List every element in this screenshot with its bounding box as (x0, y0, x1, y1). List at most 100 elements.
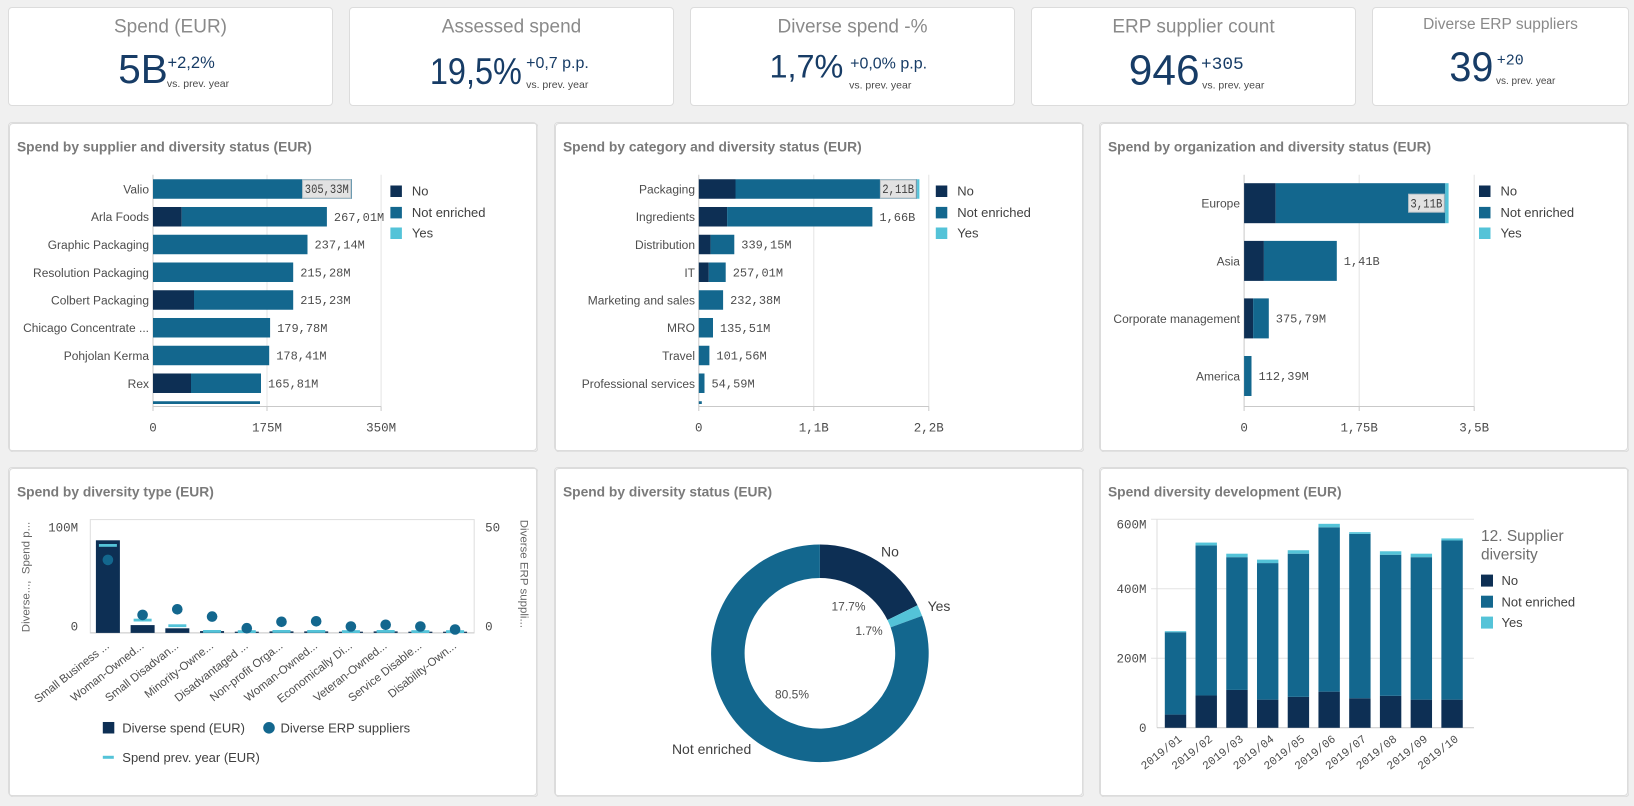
svg-text:237,14M: 237,14M (314, 239, 364, 253)
svg-text:Spend diversity development (E: Spend diversity development (EUR) (1108, 484, 1342, 499)
svg-text:Assessed spend: Assessed spend (441, 17, 580, 38)
svg-text:135,51M: 135,51M (720, 322, 770, 336)
svg-text:0: 0 (695, 422, 703, 436)
svg-text:0: 0 (485, 620, 492, 634)
svg-text:175M: 175M (252, 422, 282, 436)
svg-text:IT: IT (684, 266, 695, 280)
svg-text:Spend by diversity status (EUR: Spend by diversity status (EUR) (563, 484, 772, 499)
svg-text:50: 50 (485, 521, 500, 535)
svg-text:Distribution: Distribution (635, 238, 695, 252)
svg-text:54,59M: 54,59M (711, 378, 754, 392)
svg-text:267,01M: 267,01M (334, 211, 384, 225)
svg-text:Not enriched: Not enriched (1500, 205, 1574, 220)
svg-text:1,75B: 1,75B (1340, 422, 1378, 436)
svg-text:Diverse..., Spend p...: Diverse..., Spend p... (20, 522, 32, 632)
svg-text:Spend by supplier and diversit: Spend by supplier and diversity status (… (17, 140, 312, 155)
svg-text:vs. prev. year: vs. prev. year (1202, 79, 1265, 91)
svg-text:Diverse ERP suppliers: Diverse ERP suppliers (280, 720, 410, 735)
svg-text:2,2B: 2,2B (914, 422, 944, 436)
svg-text:No: No (1501, 573, 1518, 588)
svg-text:3,5B: 3,5B (1459, 422, 1489, 436)
svg-text:0: 0 (1240, 422, 1248, 436)
svg-text:101,56M: 101,56M (716, 350, 766, 364)
svg-text:Graphic Packaging: Graphic Packaging (48, 238, 149, 252)
svg-text:Colbert Packaging: Colbert Packaging (51, 294, 149, 308)
svg-text:vs. prev. year: vs. prev. year (1496, 76, 1556, 87)
svg-text:Corporate management: Corporate management (1113, 312, 1240, 326)
svg-text:ERP supplier count: ERP supplier count (1112, 17, 1275, 38)
svg-text:17.7%: 17.7% (832, 599, 866, 613)
svg-text:vs. prev. year: vs. prev. year (166, 78, 229, 90)
svg-text:Professional services: Professional services (582, 377, 695, 391)
svg-text:Diverse spend (EUR): Diverse spend (EUR) (122, 720, 245, 735)
svg-text:vs. prev. year: vs. prev. year (526, 79, 589, 91)
svg-text:339,15M: 339,15M (741, 239, 791, 253)
svg-text:215,28M: 215,28M (300, 267, 350, 281)
svg-text:Yes: Yes (1501, 615, 1523, 630)
svg-text:0: 0 (71, 620, 78, 634)
svg-text:100M: 100M (48, 521, 78, 535)
svg-text:2,11B: 2,11B (882, 183, 914, 197)
svg-text:Diverse ERP suppliers: Diverse ERP suppliers (1423, 16, 1578, 33)
svg-text:1,41B: 1,41B (1344, 255, 1380, 269)
svg-text:1,7%: 1,7% (769, 49, 843, 85)
svg-text:600M: 600M (1117, 518, 1147, 532)
svg-text:1,1B: 1,1B (799, 422, 829, 436)
svg-text:+2,2%: +2,2% (167, 54, 215, 72)
svg-text:112,39M: 112,39M (1258, 370, 1308, 384)
svg-text:Not enriched: Not enriched (957, 205, 1031, 220)
svg-text:350M: 350M (366, 422, 396, 436)
svg-text:Ingredients: Ingredients (636, 210, 695, 224)
svg-text:Spend (EUR): Spend (EUR) (114, 17, 227, 38)
svg-text:178,41M: 178,41M (276, 350, 326, 364)
svg-text:Arla Foods: Arla Foods (91, 210, 149, 224)
svg-text:No: No (957, 184, 974, 199)
svg-text:Spend prev. year (EUR): Spend prev. year (EUR) (122, 750, 260, 765)
svg-text:375,79M: 375,79M (1276, 313, 1326, 327)
svg-text:Pohjolan Kerma: Pohjolan Kerma (64, 349, 150, 363)
svg-text:1,66B: 1,66B (879, 211, 915, 225)
svg-text:19,5%: 19,5% (429, 50, 521, 92)
svg-text:179,78M: 179,78M (277, 322, 327, 336)
svg-text:+20: +20 (1496, 52, 1523, 69)
svg-text:946: 946 (1128, 46, 1199, 93)
svg-text:Yes: Yes (1500, 226, 1522, 241)
svg-text:165,81M: 165,81M (268, 378, 318, 392)
svg-text:No: No (881, 543, 899, 559)
svg-text:No: No (1500, 184, 1517, 199)
svg-text:Not enriched: Not enriched (412, 205, 486, 220)
svg-text:Chicago Concentrate ...: Chicago Concentrate ... (23, 321, 149, 335)
svg-text:3,11B: 3,11B (1410, 198, 1442, 212)
svg-text:Rex: Rex (128, 377, 149, 391)
svg-text:Asia: Asia (1217, 255, 1241, 269)
svg-text:215,23M: 215,23M (300, 294, 350, 308)
svg-text:+0,7 p.p.: +0,7 p.p. (526, 55, 589, 72)
svg-text:Spend by category and diversit: Spend by category and diversity status (… (563, 140, 862, 155)
svg-text:200M: 200M (1117, 652, 1147, 666)
svg-text:305,33M: 305,33M (305, 183, 349, 197)
svg-text:12. Supplier: 12. Supplier (1481, 528, 1564, 545)
svg-text:vs. prev. year: vs. prev. year (849, 80, 912, 92)
svg-text:Yes: Yes (957, 226, 979, 241)
svg-text:1.7%: 1.7% (855, 624, 883, 638)
svg-text:400M: 400M (1117, 583, 1147, 597)
svg-text:+305: +305 (1201, 55, 1244, 75)
svg-text:Not enriched: Not enriched (1501, 594, 1575, 609)
svg-text:Spend by diversity type (EUR): Spend by diversity type (EUR) (17, 484, 214, 499)
svg-text:Diverse ERP suppli...: Diverse ERP suppli... (517, 520, 529, 628)
svg-text:Spend by organization and dive: Spend by organization and diversity stat… (1108, 140, 1431, 155)
svg-text:MRO: MRO (667, 321, 695, 335)
svg-text:39: 39 (1449, 43, 1493, 90)
svg-text:+0,0% p.p.: +0,0% p.p. (850, 56, 927, 73)
svg-text:5B: 5B (118, 46, 168, 92)
svg-text:80.5%: 80.5% (775, 687, 809, 701)
svg-text:Valio: Valio (123, 183, 149, 197)
svg-text:232,38M: 232,38M (730, 294, 780, 308)
svg-text:Packaging: Packaging (639, 183, 695, 197)
svg-text:Diverse spend -%: Diverse spend -% (777, 17, 927, 38)
svg-text:0: 0 (149, 422, 157, 436)
svg-text:diversity: diversity (1481, 546, 1538, 563)
svg-text:No: No (412, 184, 429, 199)
svg-text:Resolution Packaging: Resolution Packaging (33, 266, 149, 280)
svg-text:America: America (1196, 370, 1240, 384)
